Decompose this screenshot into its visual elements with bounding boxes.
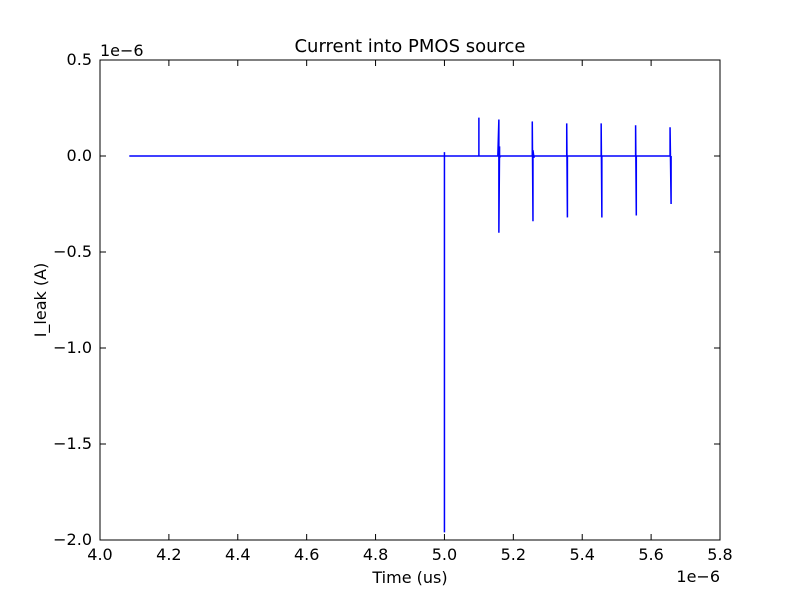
x-tick-label: 4.0	[87, 545, 112, 564]
y-tick-label: 0.0	[67, 146, 92, 165]
x-tick-label: 4.4	[225, 545, 250, 564]
series-line	[129, 117, 672, 533]
y-tick-label: −1.5	[53, 434, 92, 453]
x-offset-label: 1e−6	[676, 567, 720, 586]
ticks-layer: 4.0 4.2 4.4 4.6 4.8 5.0 5.2 5.4 5.6 5.8 0.5 0.0 −0.5…	[53, 50, 733, 564]
y-tick-label: −1.0	[53, 338, 92, 357]
y-axis-label: I_leak (A)	[31, 263, 51, 338]
x-tick-label: 5.4	[569, 545, 594, 564]
x-tick-label: 4.8	[363, 545, 388, 564]
x-tick-label: 5.0	[432, 545, 457, 564]
y-offset-label: 1e−6	[100, 41, 144, 60]
x-tick-label: 5.6	[638, 545, 663, 564]
chart-title: Current into PMOS source	[294, 36, 525, 57]
y-tick-label: 0.5	[67, 50, 92, 69]
plot-frame	[99, 59, 721, 541]
y-tick-label: −0.5	[53, 242, 92, 261]
x-tick-label: 5.8	[707, 545, 732, 564]
x-tick-label: 4.2	[156, 545, 181, 564]
y-tick-label: −2.0	[53, 530, 92, 549]
x-tick-label: 4.6	[294, 545, 319, 564]
series-layer	[129, 117, 672, 533]
x-tick-label: 5.2	[501, 545, 526, 564]
x-axis-label: Time (us)	[371, 568, 447, 587]
